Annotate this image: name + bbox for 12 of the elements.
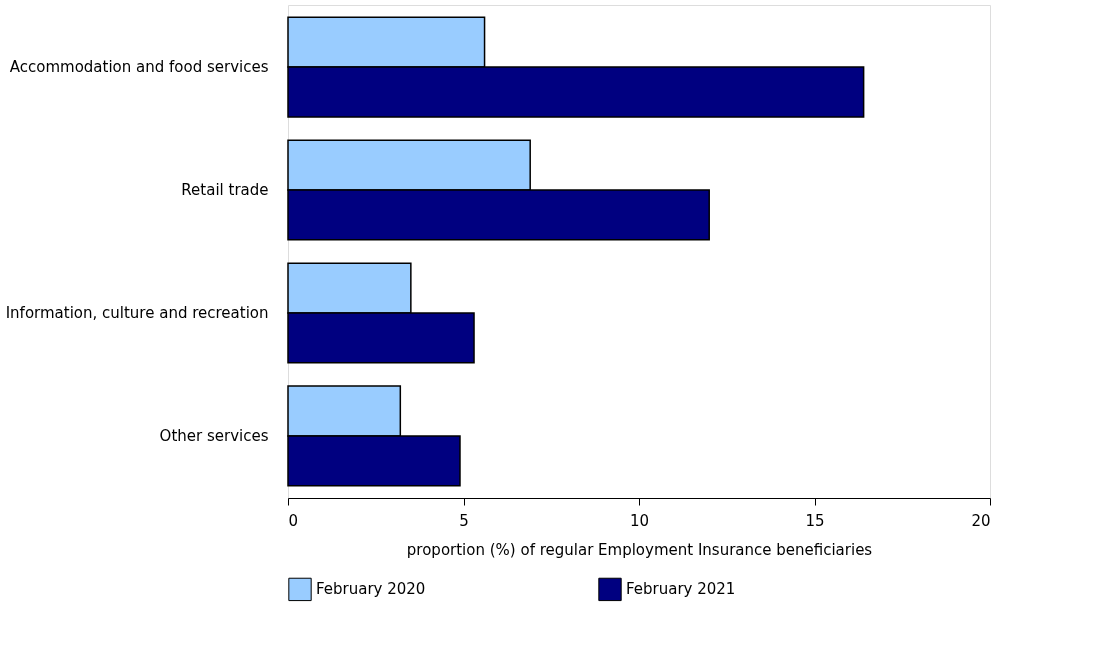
y-tick-label: Accommodation and food services	[9, 58, 269, 77]
x-tick-label: 0	[288, 511, 299, 530]
x-tick-label: 10	[629, 511, 650, 530]
x-tick-label: 15	[805, 511, 825, 530]
legend-label: February 2020	[316, 580, 426, 599]
y-tick-label: Information, culture and recreation	[5, 303, 269, 322]
y-tick-label: Other services	[159, 426, 269, 445]
x-tick-label: 5	[459, 511, 469, 530]
y-tick-label: Retail trade	[181, 181, 269, 200]
legend-label: February 2021	[626, 580, 736, 599]
x-tick-label: 20	[971, 511, 991, 530]
x-axis-title: proportion (%) of regular Employment Insurance beneficiaries	[406, 540, 873, 559]
